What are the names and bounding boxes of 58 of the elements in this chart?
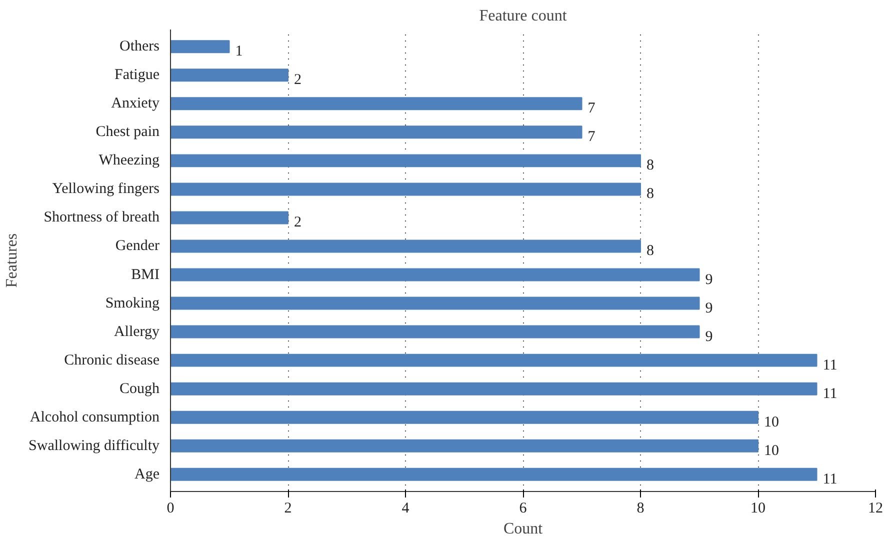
bar [170,439,758,452]
bar [170,154,641,168]
x-tick-label: 12 [868,500,883,516]
bar [170,240,641,253]
data-label: 8 [646,158,654,174]
bar [170,68,288,82]
chart-title: Feature count [479,8,568,24]
y-tick-label: Cough [119,380,160,397]
x-axis-title: Count [503,520,544,538]
bar [170,97,582,110]
data-label: 2 [294,72,302,88]
bar [170,268,700,282]
y-tick-label: Chest pain [96,124,160,140]
y-tick-label: Shortness of breath [44,210,160,226]
x-tick-label: 10 [750,500,766,516]
y-tick-label: Wheezing [98,152,160,169]
bar [170,40,230,54]
data-label: 7 [588,129,596,146]
y-tick-label: Smoking [105,295,160,312]
data-label: 9 [705,300,713,316]
x-tick-label: 8 [636,500,644,516]
y-axis-title: Features [4,233,21,288]
y-tick-label: Fatigue [114,67,160,84]
y-tick-label: Gender [115,238,160,254]
y-tick-label: Others [120,38,160,55]
bar [170,126,582,139]
data-label: 10 [764,442,779,459]
y-tick-label: Chronic disease [64,352,160,368]
bar [170,468,818,481]
bar [170,296,700,310]
y-tick-label: Swallowing difficulty [28,438,160,454]
y-tick-label: Allergy [114,324,160,340]
y-tick-label: Alcohol consumption [30,409,160,426]
data-label: 10 [764,414,779,430]
y-tick-label: Age [134,466,160,482]
y-tick-label: Anxiety [111,96,160,112]
bar [170,182,641,196]
x-tick-label: 2 [284,500,292,516]
data-label: 9 [705,272,713,288]
data-label: 11 [822,386,838,402]
y-tick-label: BMI [131,266,160,283]
x-tick-label: 4 [402,500,410,516]
data-label: 8 [646,243,654,260]
bar [170,354,818,367]
y-tick-label: Yellowing fingers [52,181,160,198]
data-label: 8 [646,186,654,202]
data-label: 11 [822,357,838,374]
bar [170,382,818,396]
data-label: 2 [294,214,302,231]
x-tick-label: 0 [166,500,174,516]
bar [170,410,758,424]
bar [170,211,288,224]
data-label: 7 [588,100,596,117]
data-label: 1 [235,44,243,60]
x-tick-label: 6 [519,500,528,516]
bar [170,325,700,338]
data-label: 9 [705,328,713,345]
data-label: 11 [822,471,838,488]
